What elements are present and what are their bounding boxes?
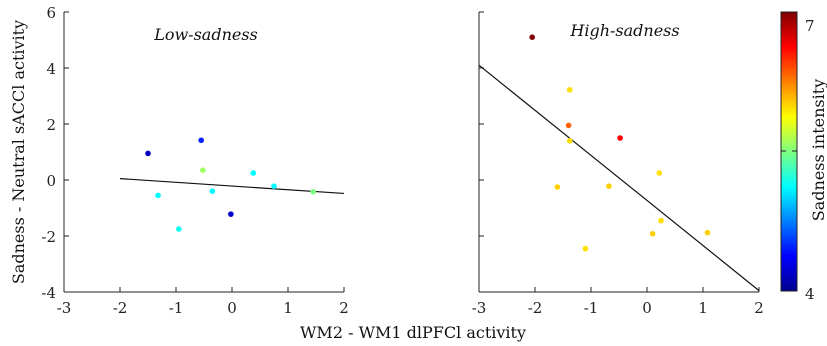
fit-line-group <box>119 178 345 195</box>
scatter-points <box>529 34 711 252</box>
scatter-point <box>606 183 612 189</box>
scatter-point <box>155 192 161 199</box>
x-tick-label: 0 <box>227 299 237 317</box>
scatter-point <box>649 230 656 237</box>
x-tick-label: 1 <box>283 299 293 317</box>
x-tick-label: -3 <box>57 299 72 317</box>
x-ticks: -3 -2 -1 0 1 2 <box>472 287 764 317</box>
scatter-point <box>565 122 572 129</box>
scatter-point <box>198 137 204 144</box>
scatter-point <box>250 170 257 176</box>
scatter-point <box>582 245 589 252</box>
scatter-point <box>566 138 573 144</box>
scatter-points <box>145 137 317 232</box>
x-axis-label: WM2 - WM1 dlPFCl activity <box>300 323 526 342</box>
y-tick-label: 2 <box>46 116 56 134</box>
scatter-point <box>145 150 151 157</box>
x-tick-label: 2 <box>339 299 349 317</box>
scatter-point <box>310 188 317 195</box>
x-tick-label: -3 <box>472 299 487 317</box>
x-tick-label: 0 <box>642 299 652 317</box>
scatter-point <box>704 229 711 236</box>
fit-line-group <box>478 64 760 292</box>
x-tick-label: -2 <box>113 299 128 317</box>
x-tick-label: -1 <box>584 299 599 317</box>
y-tick-label: 6 <box>46 4 56 22</box>
scatter-point <box>271 183 277 189</box>
scatter-point <box>554 184 561 190</box>
panel-low-sadness: Low-sadness -3 -2 -1 0 1 2 -4 -2 0 2 4 6 <box>41 4 348 317</box>
scatter-point <box>566 87 573 93</box>
scatter-point <box>658 217 664 224</box>
scatter-point <box>656 170 663 176</box>
y-tick-label: -2 <box>41 228 56 246</box>
x-tick-label: 2 <box>754 299 764 317</box>
colorbar-label: Sadness intensity <box>809 79 827 221</box>
panel-title: Low-sadness <box>153 25 258 44</box>
colorbar: 7 4 Sadness intensity <box>780 11 827 303</box>
colorbar-tick-label-top: 7 <box>805 17 815 35</box>
scatter-point <box>617 135 623 141</box>
y-ticks <box>479 11 484 293</box>
colorbar-tick-label-bottom: 4 <box>805 285 815 303</box>
y-ticks: -4 -2 0 2 4 6 <box>41 4 69 302</box>
scatter-point <box>200 167 206 173</box>
x-ticks: -3 -2 -1 0 1 2 <box>57 287 349 317</box>
scatter-point <box>228 211 234 217</box>
scatter-point <box>209 188 216 194</box>
panel-high-sadness: High-sadness -3 -2 -1 0 1 2 <box>472 11 764 317</box>
panel-title: High-sadness <box>569 21 679 40</box>
x-tick-label: -2 <box>528 299 543 317</box>
regression-line <box>478 64 760 292</box>
y-tick-label: 4 <box>46 60 56 78</box>
scatter-point <box>529 34 535 40</box>
x-tick-label: 1 <box>698 299 708 317</box>
y-axis-label: Sadness - Neutral sACCl activity <box>9 20 28 284</box>
regression-line <box>119 178 345 195</box>
y-tick-label: 0 <box>46 172 56 190</box>
scatter-point <box>176 226 182 232</box>
y-tick-label: -4 <box>41 284 56 302</box>
x-tick-label: -1 <box>169 299 184 317</box>
